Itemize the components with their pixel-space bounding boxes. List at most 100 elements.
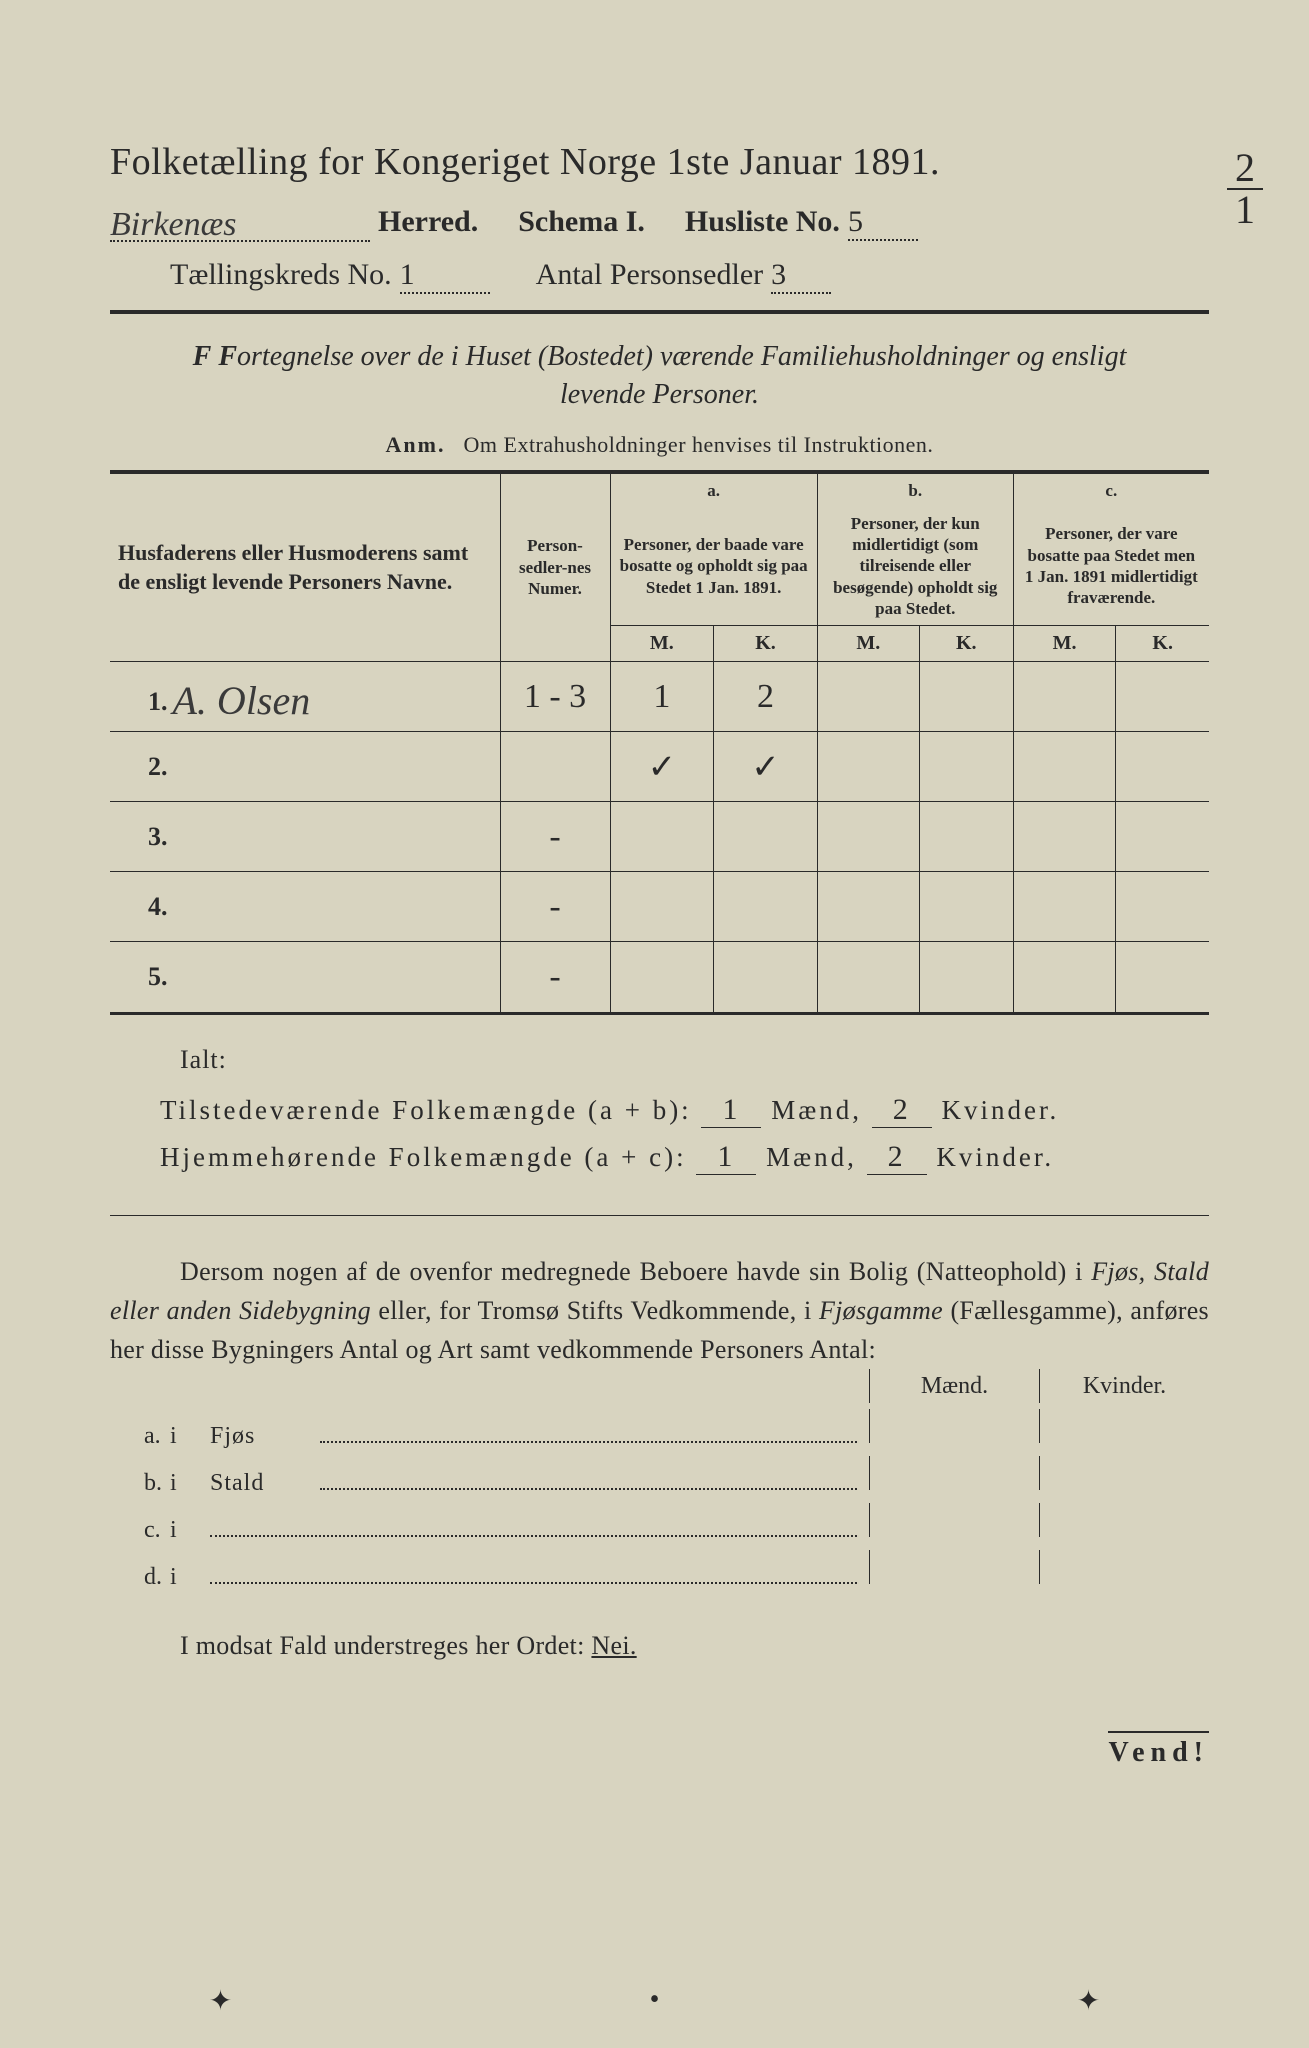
row-c-m <box>1013 662 1116 732</box>
sum2-k-label: Kvinder. <box>936 1142 1054 1172</box>
col-a-text: Personer, der baade vare bosatte og opho… <box>610 507 817 626</box>
sum1-m-field: 1 <box>701 1093 761 1128</box>
dots <box>320 1468 857 1490</box>
row-b-m <box>817 662 919 732</box>
col-c-label: c. <box>1013 473 1209 507</box>
sum2-k: 2 <box>888 1140 906 1173</box>
husliste-label: Husliste No. <box>685 205 840 239</box>
abcd-c: c. <box>110 1517 170 1544</box>
col-name-header: Husfaderens eller Husmoderens samt de en… <box>110 473 500 662</box>
row-b-k <box>919 942 1013 1012</box>
row-c-m <box>1013 732 1116 802</box>
col-b-label: b. <box>817 473 1013 507</box>
row-a-m: 1 <box>610 662 714 732</box>
row-a-m <box>610 942 714 1012</box>
subtitle-full: Fortegnelse over de i Huset (Bostedet) v… <box>218 341 1126 410</box>
row-name-cell: 5. <box>110 942 500 1012</box>
table-header-row-1: Husfaderens eller Husmoderens samt de en… <box>110 473 1209 507</box>
dot-icon: ✦ <box>209 1984 232 2018</box>
nei-line: I modsat Fald understreges her Ordet: Ne… <box>110 1631 1209 1661</box>
subtitle: FFortegnelse over de i Huset (Bostedet) … <box>110 338 1209 414</box>
fraction-bottom: 1 <box>1227 192 1263 228</box>
row-b-k <box>919 732 1013 802</box>
binding-dots: ✦ • ✦ <box>0 1984 1309 2018</box>
row-a-k <box>714 802 818 872</box>
herred-value: Birkenæs <box>110 206 237 243</box>
vend-label: Vend! <box>1108 1731 1209 1769</box>
table-row: 2. ✓ ✓ <box>110 732 1209 802</box>
abcd-i: i <box>170 1564 210 1591</box>
sum2-m: 1 <box>717 1140 735 1173</box>
abcd-row: c. i <box>110 1503 1209 1544</box>
table-row: 5. - <box>110 942 1209 1012</box>
antal-field: 3 <box>771 258 831 294</box>
header-row-1: Birkenæs Herred. Schema I. Husliste No. … <box>110 202 1209 242</box>
anm-line: Anm. Om Extrahusholdninger henvises til … <box>110 432 1209 458</box>
sum1-label: Tilstedeværende Folkemængde (a + b): <box>160 1095 692 1125</box>
row-num: 2. <box>118 752 168 781</box>
row-numer <box>500 732 610 802</box>
nei-word: Nei. <box>591 1631 636 1660</box>
abcd-b: b. <box>110 1470 170 1497</box>
abcd-cols <box>869 1550 1209 1584</box>
kreds-label: Tællingskreds No. <box>170 258 392 292</box>
paragraph: Dersom nogen af de ovenfor medregnede Be… <box>110 1252 1209 1369</box>
abcd-row: b. i Stald <box>110 1456 1209 1497</box>
mk-header-wrap: Mænd. Kvinder. <box>110 1369 1209 1403</box>
row-a-m <box>610 872 714 942</box>
col-num-header: Person-sedler-nes Numer. <box>500 473 610 662</box>
row-a-k: ✓ <box>714 732 818 802</box>
b-m: M. <box>817 626 919 662</box>
table-row: 1. A. Olsen 1 - 3 1 2 <box>110 662 1209 732</box>
herred-field: Birkenæs <box>110 202 370 242</box>
row-a-m <box>610 802 714 872</box>
husliste-value: 5 <box>848 205 863 238</box>
margin-fraction: 2 1 <box>1227 150 1263 228</box>
row-name: A. Olsen <box>173 678 311 723</box>
mk-header: Mænd. Kvinder. <box>869 1369 1209 1403</box>
row-name-cell: 4. <box>110 872 500 942</box>
sum2-m-label: Mænd, <box>766 1142 857 1172</box>
row-c-m <box>1013 872 1116 942</box>
row-num: 3. <box>118 822 168 851</box>
husliste-field: 5 <box>848 205 918 241</box>
abcd-i: i <box>170 1423 210 1450</box>
ialt-label: Ialt: <box>180 1045 1209 1075</box>
col-a-label: a. <box>610 473 817 507</box>
dot-icon: • <box>650 1984 660 2018</box>
row-b-m <box>817 942 919 1012</box>
a-m: M. <box>610 626 714 662</box>
abcd-text: Fjøs <box>210 1423 320 1450</box>
row-a-k <box>714 872 818 942</box>
table-bottom-rule <box>110 1012 1209 1015</box>
antal-label: Antal Personsedler <box>536 258 763 292</box>
antal-value: 3 <box>771 258 786 291</box>
sum2-k-field: 2 <box>867 1140 927 1175</box>
row-b-m <box>817 872 919 942</box>
table-row: 3. - <box>110 802 1209 872</box>
sum1-k-label: Kvinder. <box>941 1095 1059 1125</box>
page-title: Folketælling for Kongeriget Norge 1ste J… <box>110 140 1209 184</box>
row-num: 1. <box>118 687 168 716</box>
abcd-i: i <box>170 1470 210 1497</box>
row-b-k <box>919 872 1013 942</box>
row-a-m: ✓ <box>610 732 714 802</box>
row-b-k <box>919 802 1013 872</box>
col-c-text: Personer, der vare bosatte paa Stedet me… <box>1013 507 1209 626</box>
sum-line-2: Hjemmehørende Folkemængde (a + c): 1 Mæn… <box>160 1140 1209 1175</box>
abcd-i: i <box>170 1517 210 1544</box>
herred-label: Herred. <box>378 205 478 239</box>
rule-3 <box>110 1215 1209 1216</box>
abcd-cols <box>869 1503 1209 1537</box>
anm-text: Om Extrahusholdninger henvises til Instr… <box>464 432 934 457</box>
dots <box>210 1562 857 1584</box>
sum1-k: 2 <box>893 1093 911 1126</box>
abcd-row: d. i <box>110 1550 1209 1591</box>
row-b-m <box>817 732 919 802</box>
col-b-label-text: b. <box>908 481 922 500</box>
abcd-cols <box>869 1409 1209 1443</box>
a-k: K. <box>714 626 818 662</box>
sum2-m-field: 1 <box>696 1140 756 1175</box>
col-c-label-text: c. <box>1105 481 1117 500</box>
main-table: Husfaderens eller Husmoderens samt de en… <box>110 473 1209 1012</box>
